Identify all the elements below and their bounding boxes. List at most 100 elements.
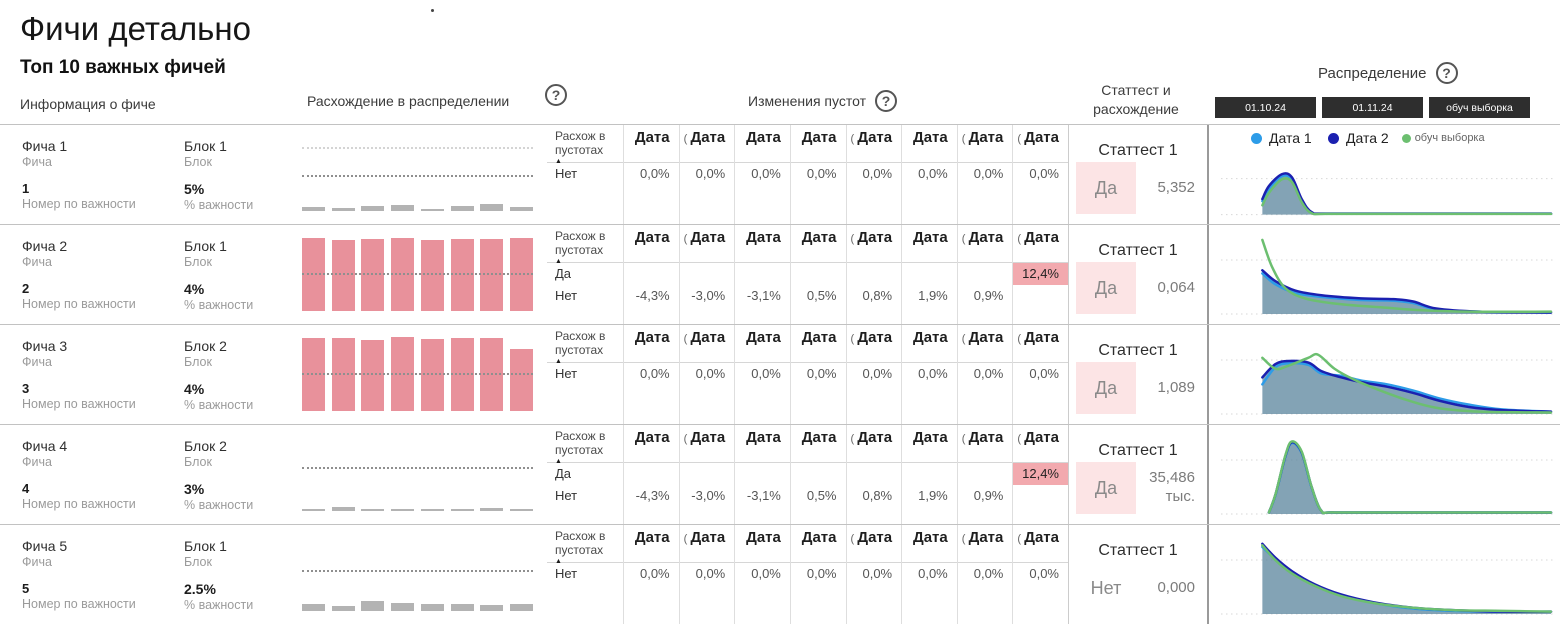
nulls-value-cell [735, 263, 790, 285]
nulls-col-labels: Расхож в пустотах ▲ Нет [547, 125, 623, 224]
stattest-flag: Да [1076, 462, 1136, 514]
nulls-value-cell: 0,0% [751, 366, 781, 381]
nulls-date-header: (Дата [957, 425, 1013, 463]
sort-ascending-icon: ▲ [555, 158, 562, 166]
nulls-date-column: Дата -4,3% [623, 225, 679, 324]
nulls-value-cell: 0,0% [1029, 366, 1059, 381]
distribution-chart[interactable] [1219, 529, 1555, 619]
stattest-title: Статтест 1 [1098, 142, 1178, 159]
filter-button-date2[interactable]: 01.11.24 [1322, 97, 1423, 118]
divergence-bar [331, 240, 355, 311]
divergence-bar-chart[interactable] [285, 325, 547, 424]
nulls-value-cell [902, 463, 957, 485]
divergence-bar [302, 509, 325, 511]
divergence-bar [450, 509, 474, 511]
filter-button-train-sample[interactable]: обуч выборка [1429, 97, 1530, 118]
nulls-value-cell: 0,9% [973, 288, 1004, 303]
nulls-date-column: (Дата 0,9% [956, 225, 1013, 324]
distribution-chart[interactable] [1219, 229, 1555, 319]
nulls-date-header: (Дата [1013, 225, 1068, 263]
nulls-date-header: (Дата [1013, 425, 1068, 463]
stattest-flag: Да [1076, 262, 1136, 314]
nulls-date-header: Дата [624, 325, 679, 363]
feature-row-1: Фича 1 Фича 1 Номер по важности Блок 1 Б… [0, 124, 1560, 224]
divergence-bar-chart[interactable] [285, 225, 547, 324]
nulls-sort-header[interactable]: Расхож в пустотах ▲ [547, 425, 623, 465]
feature-label: Фича [22, 155, 52, 169]
stattest-value: 0,000 [1157, 578, 1195, 596]
nulls-date-column: Дата 0,0% [623, 325, 679, 424]
stattest-title: Статтест 1 [1098, 442, 1178, 459]
nulls-date-header: Дата [735, 525, 790, 563]
nulls-value-cell: -4,3% [635, 488, 670, 503]
divergence-bar [331, 606, 355, 611]
nulls-value-cell: 0,0% [1029, 166, 1059, 181]
feature-label: Фича [22, 455, 52, 469]
nulls-date-column: (Дата 0,0% [1012, 325, 1068, 424]
nulls-value-cell: 0,0% [862, 166, 893, 181]
nulls-date-column: (Дата 0,0% [1012, 525, 1068, 624]
chart-legend: Дата 1 Дата 2 обуч выборка [1251, 130, 1485, 148]
rank-label: Номер по важности [22, 297, 136, 311]
nulls-date-header: (Дата [846, 325, 902, 363]
nulls-change-table: Расхож в пустотах ▲ Нет Дата 0,0%(Дата 0,0% Дат… [547, 325, 1068, 424]
nulls-value-cell: 0,0% [973, 166, 1004, 181]
nulls-date-header: Дата [902, 125, 957, 163]
nulls-date-header: Дата [735, 325, 790, 363]
feature-name: Фича 4 [22, 438, 68, 454]
filter-button-date1[interactable]: 01.10.24 [1215, 97, 1316, 118]
nulls-date-header: (Дата [1013, 325, 1068, 363]
nulls-date-header: (Дата [679, 225, 735, 263]
nulls-date-column: Дата 0,0% [901, 325, 957, 424]
feature-row-3: Фича 3 Фича 3 Номер по важности Блок 2 Б… [0, 324, 1560, 424]
stattest-title: Статтест 1 [1098, 342, 1178, 359]
divergence-bar [480, 239, 504, 311]
distribution-chart[interactable] [1219, 158, 1555, 218]
nulls-date-header: Дата [790, 425, 846, 463]
help-icon-distribution[interactable]: ? [1435, 62, 1458, 84]
divergence-bar-chart[interactable] [285, 525, 547, 624]
truncation-mark: ( [1017, 433, 1022, 445]
nulls-sort-header[interactable]: Расхож в пустотах ▲ [547, 125, 623, 166]
nulls-date-header: Дата [735, 425, 790, 463]
feature-row-4: Фича 4 Фича 4 Номер по важности Блок 2 Б… [0, 424, 1560, 524]
divergence-bar-chart[interactable] [285, 425, 547, 524]
divergence-bar [509, 349, 533, 411]
distribution-chart-cell [1207, 225, 1560, 324]
nulls-sort-header[interactable]: Расхож в пустотах ▲ [547, 525, 623, 565]
nulls-value-cell: 0,0% [918, 566, 948, 581]
help-icon-divergence[interactable]: ? [545, 84, 567, 106]
stattest-flag: Нет [1090, 577, 1122, 598]
legend-dot-date2 [1328, 133, 1339, 144]
nulls-value-cell: 0,0% [751, 166, 781, 181]
truncation-mark: ( [683, 333, 688, 345]
sort-ascending-icon: ▲ [555, 358, 562, 366]
nulls-date-header: Дата [624, 425, 679, 463]
nulls-date-column: (Дата 0,0% [956, 125, 1013, 224]
nulls-value-cell: 0,0% [973, 366, 1004, 381]
nulls-date-header: (Дата [846, 225, 902, 263]
nulls-date-header: (Дата [1013, 525, 1068, 563]
stattest-cell: Статтест 1 Да 5,352 [1068, 125, 1207, 224]
distribution-chart[interactable] [1219, 429, 1555, 519]
feature-label: Фича [22, 355, 52, 369]
stattest-flag: Да [1076, 162, 1136, 214]
help-icon-nulls[interactable]: ? [875, 90, 898, 112]
nulls-date-header: Дата [624, 225, 679, 263]
divergence-bar [302, 207, 325, 211]
nulls-date-header: Дата [902, 225, 957, 263]
legend-item-train: обуч выборка [1401, 132, 1485, 148]
distribution-chart[interactable] [1219, 329, 1555, 419]
nulls-date-column: Дата 0,0% [734, 525, 790, 624]
nulls-value-cell: 0,0% [639, 166, 670, 181]
nulls-value-cell [902, 263, 957, 285]
nulls-row-label: Нет [555, 566, 578, 581]
column-header-feature-info: Информация о фиче [20, 96, 156, 112]
distribution-chart-cell: Дата 1 Дата 2 обуч выборка [1207, 125, 1560, 224]
distribution-header-label: Распределение [1318, 64, 1427, 82]
truncation-mark: ( [850, 333, 855, 345]
divergence-bar [361, 601, 385, 611]
divergence-bar-chart[interactable] [285, 125, 547, 224]
nulls-sort-header[interactable]: Расхож в пустотах ▲ [547, 225, 623, 265]
nulls-sort-header[interactable]: Расхож в пустотах ▲ [547, 325, 623, 366]
